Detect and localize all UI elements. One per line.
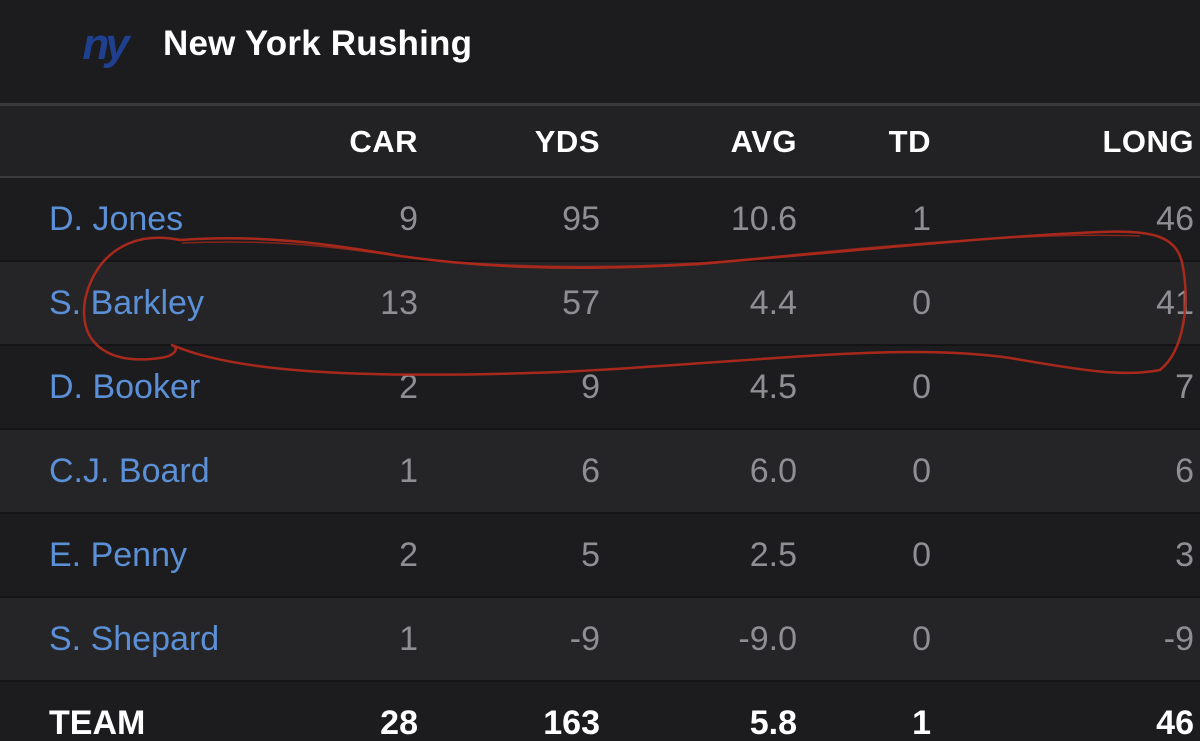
table-row: S. Barkley 13 57 4.4 0 41 [0,262,1200,346]
header-divider [0,103,1200,106]
table-row: E. Penny 2 5 2.5 0 3 [0,514,1200,598]
stat-yds: -9 [569,620,600,658]
stat-car: 1 [399,620,418,658]
stat-avg: 2.5 [749,536,797,574]
total-car: 28 [380,704,418,741]
stat-long: 6 [1175,452,1194,490]
stat-yds: 9 [581,368,600,406]
player-link[interactable]: C.J. Board [49,452,210,490]
stat-avg: 4.5 [749,368,797,406]
stat-long: 41 [1156,284,1194,322]
stat-td: 0 [912,536,931,574]
total-yds: 163 [543,704,600,741]
stat-car: 2 [399,368,418,406]
stat-avg: 4.4 [749,284,797,322]
stat-car: 1 [399,452,418,490]
stat-long: 3 [1175,536,1194,574]
rushing-table: CAR YDS AVG TD LONG D. Jones 9 95 10.6 1… [0,106,1200,741]
page-title: New York Rushing [163,24,473,63]
team-total-label: TEAM [49,704,146,741]
stat-car: 13 [380,284,418,322]
column-header-long[interactable]: LONG [1102,124,1194,159]
table-row: D. Jones 9 95 10.6 1 46 [0,178,1200,262]
stat-car: 2 [399,536,418,574]
stat-avg: -9.0 [738,620,797,658]
stat-avg: 6.0 [749,452,797,490]
stat-td: 0 [912,620,931,658]
stat-td: 0 [912,368,931,406]
player-link[interactable]: D. Booker [49,368,201,406]
stat-td: 0 [912,452,931,490]
stat-avg: 10.6 [730,200,797,238]
column-header-car[interactable]: CAR [349,124,418,159]
svg-text:ny: ny [82,22,132,68]
stat-car: 9 [399,200,418,238]
stat-long: 46 [1156,200,1194,238]
total-td: 1 [912,704,931,741]
column-header-td[interactable]: TD [888,124,931,159]
column-header-avg[interactable]: AVG [730,124,797,159]
table-row: C.J. Board 1 6 6.0 0 6 [0,430,1200,514]
stat-td: 0 [912,284,931,322]
column-header-yds[interactable]: YDS [534,124,600,159]
player-link[interactable]: E. Penny [49,536,187,574]
ny-giants-logo-icon[interactable]: ny [74,22,134,68]
total-long: 46 [1156,704,1194,741]
stat-long: 7 [1175,368,1194,406]
header: ny New York Rushing [0,0,1200,104]
stat-yds: 5 [581,536,600,574]
stat-yds: 95 [562,200,600,238]
table-row: S. Shepard 1 -9 -9.0 0 -9 [0,598,1200,682]
stat-yds: 6 [581,452,600,490]
player-link[interactable]: S. Shepard [49,620,220,658]
table-row: D. Booker 2 9 4.5 0 7 [0,346,1200,430]
team-total-row: TEAM 28 163 5.8 1 46 [0,682,1200,741]
table-header-row: CAR YDS AVG TD LONG [0,106,1200,178]
stat-yds: 57 [562,284,600,322]
player-link[interactable]: S. Barkley [49,284,204,322]
stat-td: 1 [912,200,931,238]
stat-long: -9 [1163,620,1194,658]
player-link[interactable]: D. Jones [49,200,184,238]
total-avg: 5.8 [749,704,797,741]
